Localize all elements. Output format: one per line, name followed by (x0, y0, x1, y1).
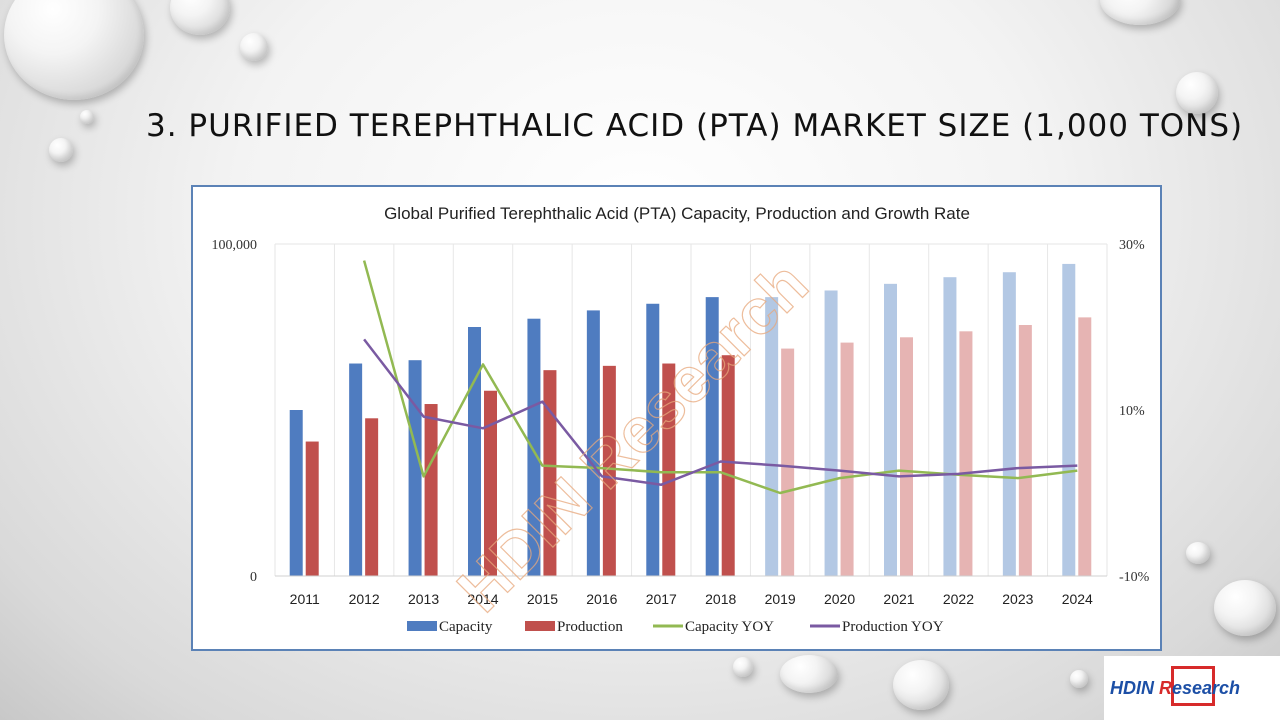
bar-production-2014 (484, 390, 497, 576)
y-left-tick-label: 100,000 (212, 238, 258, 253)
x-tick-label: 2020 (824, 591, 855, 607)
bar-production-2020 (840, 342, 854, 576)
bar-capacity-2018 (705, 297, 719, 576)
chart: Global Purified Terephthalic Acid (PTA) … (212, 204, 1150, 635)
x-tick-label: 2018 (705, 591, 736, 607)
bar-production-2015 (543, 370, 557, 576)
water-drop (1186, 542, 1210, 564)
x-tick-label: 2021 (883, 591, 914, 607)
legend-capacity-yoy-label: Capacity YOY (685, 619, 774, 635)
chart-title: Global Purified Terephthalic Acid (PTA) … (384, 204, 970, 223)
bar-capacity-2015 (527, 318, 541, 576)
bar-capacity-2014 (468, 327, 481, 576)
y-right-tick-label: -10% (1119, 570, 1150, 585)
water-drop (893, 660, 949, 710)
water-drop (240, 33, 268, 61)
bar-production-2011 (305, 441, 319, 576)
bar-production-2018 (721, 355, 735, 576)
x-tick-label: 2013 (408, 591, 439, 607)
bar-production-2013 (424, 404, 438, 576)
bar-production-2016 (602, 365, 616, 576)
x-tick-label: 2015 (527, 591, 558, 607)
logo-frame (1171, 666, 1215, 706)
chart-frame: Global Purified Terephthalic Acid (PTA) … (191, 185, 1162, 651)
bar-production-2017 (662, 363, 676, 576)
bar-capacity-2024 (1062, 263, 1076, 576)
logo-text: HDIN Research (1110, 678, 1241, 698)
bar-capacity-2021 (884, 283, 897, 576)
x-tick-label: 2024 (1062, 591, 1093, 607)
bar-capacity-2013 (408, 360, 422, 576)
water-drop (780, 655, 838, 693)
x-tick-label: 2017 (646, 591, 677, 607)
x-tick-label: 2014 (467, 591, 498, 607)
bar-capacity-2011 (289, 410, 303, 576)
bar-capacity-2020 (824, 290, 838, 576)
slide-title: 3. PURIFIED TEREPHTHALIC ACID (PTA) MARK… (146, 108, 1244, 144)
water-drop (80, 110, 94, 124)
bar-production-2022 (959, 331, 973, 576)
water-drop (170, 0, 230, 35)
water-drop (1070, 670, 1088, 688)
bar-capacity-2019 (765, 297, 779, 576)
x-tick-label: 2011 (290, 591, 320, 607)
y-right-tick-label: 30% (1119, 238, 1145, 253)
legend-production-swatch (525, 621, 555, 631)
water-drop (49, 138, 73, 162)
bar-production-2012 (365, 418, 379, 576)
bar-capacity-2023 (1002, 272, 1016, 576)
legend-capacity-swatch (407, 621, 437, 631)
bar-production-2019 (781, 348, 795, 576)
bar-production-2024 (1078, 317, 1092, 576)
bar-capacity-2012 (349, 363, 363, 576)
x-tick-label: 2016 (586, 591, 617, 607)
legend-production-label: Production (557, 619, 623, 635)
watermark-text: HDIN Research (444, 248, 822, 626)
y-left-tick-label: 0 (250, 570, 257, 585)
water-drop (1176, 72, 1218, 114)
x-tick-label: 2019 (765, 591, 796, 607)
water-drop (1214, 580, 1276, 636)
x-tick-label: 2023 (1002, 591, 1033, 607)
hdin-research-logo: HDIN Research (1104, 656, 1280, 720)
bar-capacity-2016 (586, 310, 600, 576)
water-drop (1100, 0, 1180, 25)
line-production-yoy (363, 338, 1078, 486)
bar-capacity-2022 (943, 277, 957, 576)
bar-capacity-2017 (646, 303, 660, 576)
bar-production-2023 (1018, 325, 1032, 576)
legend-production-yoy-label: Production YOY (842, 619, 944, 635)
water-drop (4, 0, 144, 100)
x-tick-label: 2022 (943, 591, 974, 607)
x-tick-label: 2012 (349, 591, 380, 607)
bar-production-2021 (900, 337, 913, 576)
y-right-tick-label: 10% (1119, 404, 1145, 419)
legend-capacity-label: Capacity (439, 619, 493, 635)
water-drop (733, 657, 753, 677)
